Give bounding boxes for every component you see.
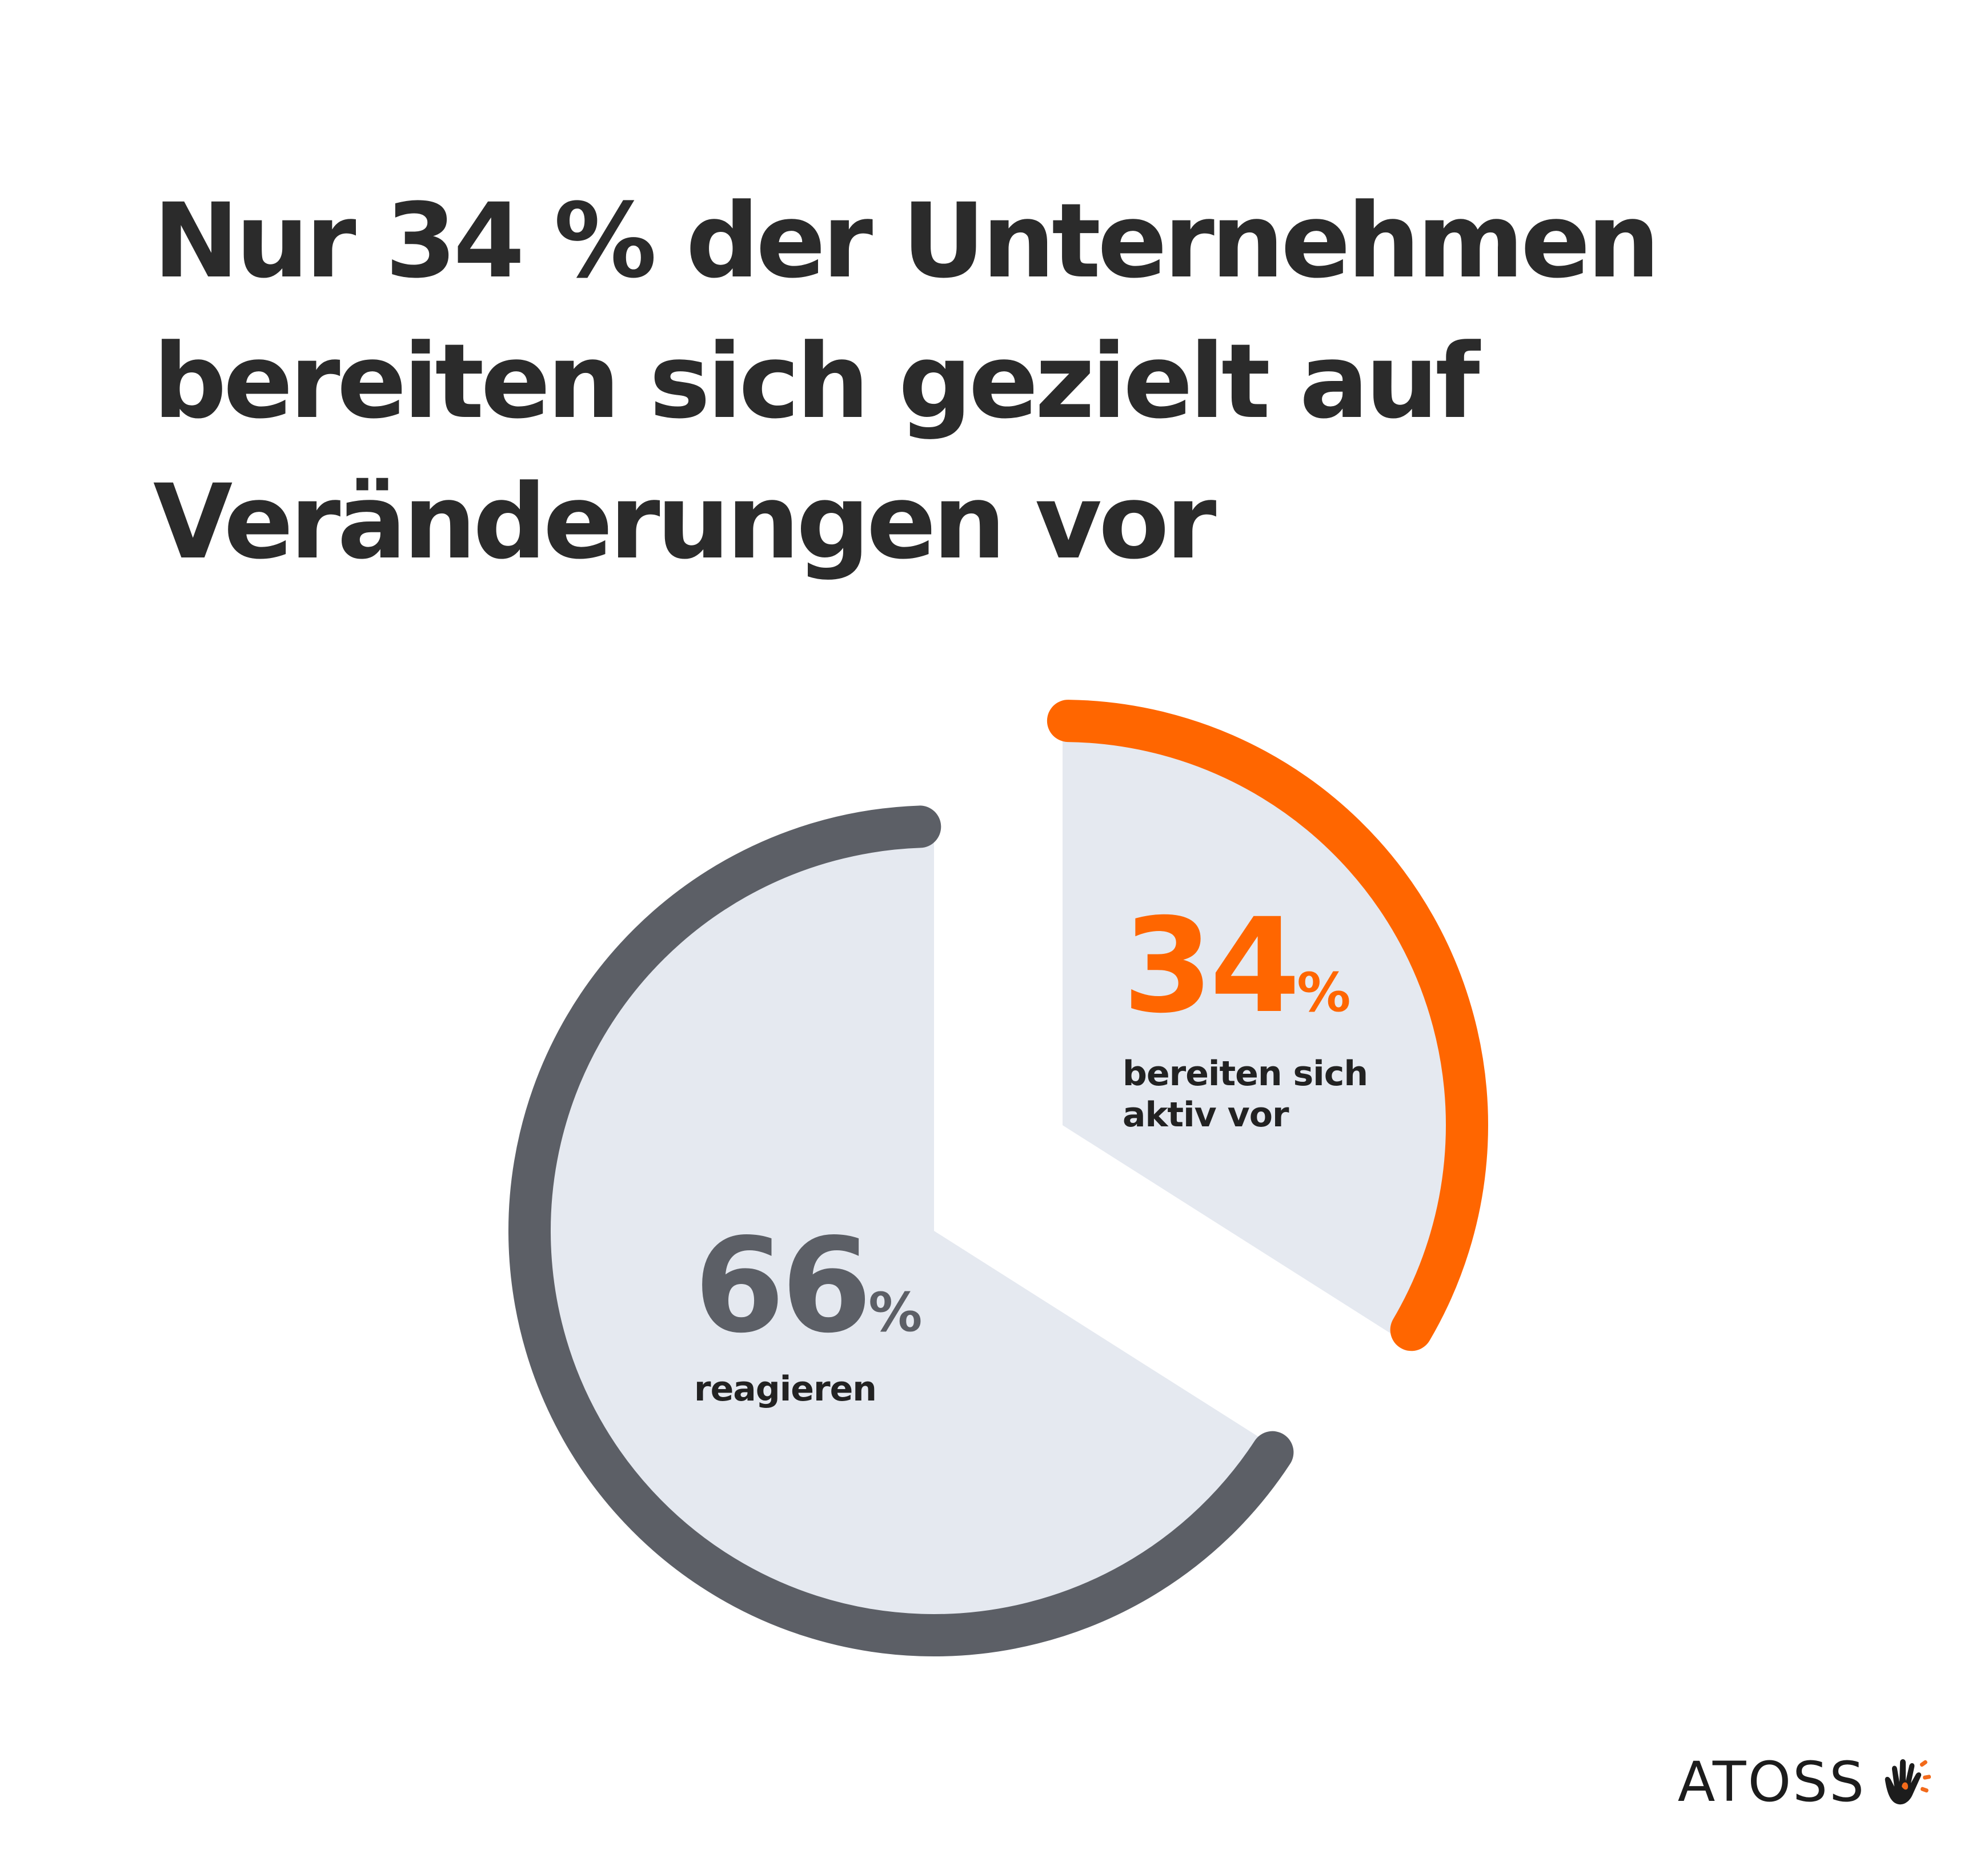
data-label-percent-sign: % bbox=[868, 1282, 922, 1344]
headline-line-3: Veränderungen vor bbox=[153, 463, 1216, 582]
data-label-category-2-line-1: reagieren bbox=[694, 1369, 876, 1409]
hand-logo-icon bbox=[1885, 1759, 1931, 1805]
logo-text: ATOSS bbox=[1677, 1750, 1866, 1814]
atoss-logo: ATOSS bbox=[1678, 1748, 1932, 1816]
data-label-number: 34 bbox=[1123, 890, 1297, 1042]
pie-slice-arc-2 bbox=[508, 805, 1294, 1656]
data-label-value-2: 66% bbox=[694, 1210, 922, 1362]
data-label-category-1-line-2: aktiv vor bbox=[1123, 1095, 1289, 1135]
data-label-category-1-line-1: bereiten sich bbox=[1123, 1054, 1368, 1094]
headline-line-2: bereiten sich gezielt auf bbox=[153, 322, 1480, 442]
pie-slice-arc-1 bbox=[1047, 700, 1488, 1351]
data-label-value-1: 34% bbox=[1123, 890, 1350, 1042]
data-label-percent-sign: % bbox=[1297, 962, 1350, 1024]
page-title: Nur 34 % der Unternehmen bereiten sich g… bbox=[153, 171, 1867, 593]
headline-line-1: Nur 34 % der Unternehmen bbox=[153, 182, 1660, 301]
pie-slice-fill-2 bbox=[530, 826, 1276, 1636]
data-label-number: 66 bbox=[694, 1210, 868, 1362]
